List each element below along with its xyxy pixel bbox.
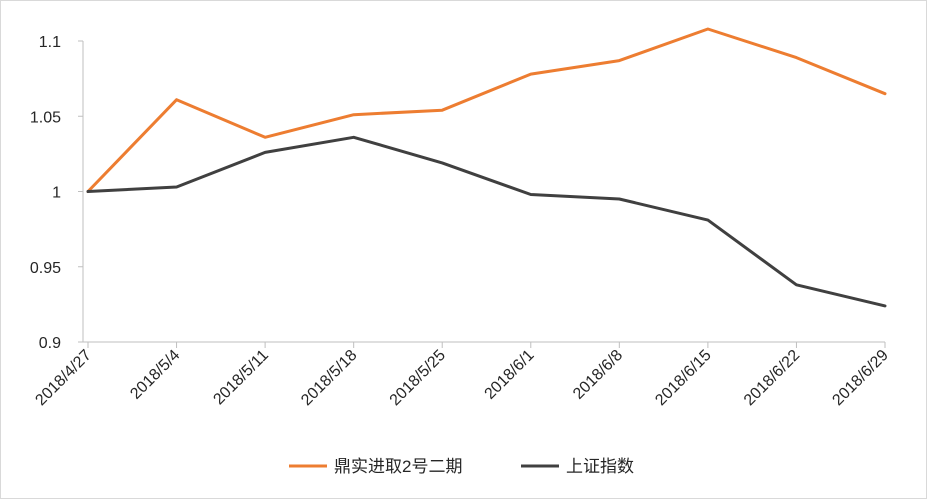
x-tick-label: 2018/6/15 (652, 347, 714, 409)
y-tick-labels: 0.9 0.95 1 1.05 1.1 (30, 34, 61, 352)
x-tick-labels: 2018/4/27 2018/5/4 2018/5/11 2018/5/18 2018/… (32, 347, 891, 409)
y-tick-label: 1 (52, 185, 61, 202)
x-tick-label: 2018/6/8 (570, 347, 626, 403)
series-line-1 (86, 27, 887, 193)
legend: 鼎实进取2号二期 上证指数 (289, 457, 634, 476)
x-tick-label: 2018/5/18 (298, 347, 360, 409)
x-tick-label: 2018/6/29 (829, 347, 891, 409)
x-tick-label: 2018/5/25 (387, 347, 449, 409)
y-tick-label: 0.9 (39, 335, 61, 352)
y-tick-label: 1.05 (30, 109, 61, 126)
series-lines (86, 27, 887, 308)
y-tick-label: 1.1 (39, 34, 61, 51)
x-tick-label: 2018/4/27 (32, 347, 94, 409)
x-tick-label: 2018/5/11 (210, 347, 272, 409)
series-line-2 (86, 135, 887, 308)
x-tick-label: 2018/6/22 (741, 347, 803, 409)
axes (78, 40, 886, 348)
x-tick-label: 2018/5/4 (127, 347, 183, 403)
legend-label-2: 上证指数 (566, 457, 634, 476)
legend-label-1: 鼎实进取2号二期 (334, 457, 462, 476)
x-tick-label: 2018/6/1 (482, 347, 538, 403)
y-tick-label: 0.95 (30, 260, 61, 277)
